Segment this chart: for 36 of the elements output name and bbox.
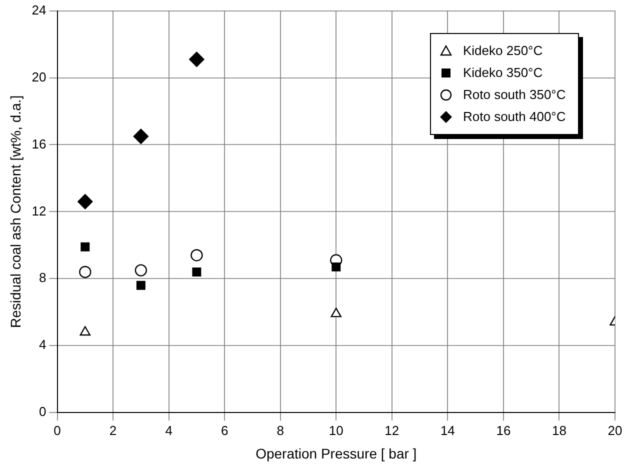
y-tick-label: 0 <box>39 404 46 420</box>
x-tick-label: 12 <box>384 422 400 438</box>
x-axis-title: Operation Pressure [ bar ] <box>256 445 417 462</box>
x-tick-label: 4 <box>165 422 172 438</box>
legend-label: Kideko 250°C <box>463 42 543 60</box>
y-tick-label: 12 <box>32 203 46 218</box>
y-tick-label: 4 <box>39 337 46 352</box>
x-tick-label: 8 <box>276 422 284 438</box>
point <box>192 267 202 276</box>
legend-label: Kideko 350°C <box>463 64 543 82</box>
x-tick-label: 0 <box>54 422 61 438</box>
x-tick-label: 14 <box>440 422 455 438</box>
y-tick-label: 20 <box>32 69 46 84</box>
y-tick-label: 16 <box>32 136 46 152</box>
point <box>78 194 93 210</box>
x-tick-label: 6 <box>220 422 228 438</box>
point <box>330 308 342 318</box>
x-tick-label: 20 <box>608 422 622 438</box>
point <box>190 249 203 262</box>
x-tick-label: 10 <box>328 422 344 438</box>
x-tick-label: 18 <box>552 422 566 438</box>
legend-label: Roto south 400°C <box>463 108 566 126</box>
point <box>189 52 204 67</box>
point <box>136 280 146 290</box>
y-tick-label: 24 <box>32 2 46 18</box>
point <box>133 128 149 144</box>
point <box>332 262 341 272</box>
point <box>134 264 148 276</box>
x-tick-label: 2 <box>109 422 117 438</box>
point <box>79 266 92 278</box>
point <box>80 242 90 252</box>
y-tick-label: 8 <box>39 270 46 286</box>
legend-label: Roto south 350°C <box>463 86 566 104</box>
y-axis-title: Residual coal ash Content [wt%, d.a.] <box>7 95 24 328</box>
x-tick-label: 16 <box>496 422 511 438</box>
point <box>80 326 91 336</box>
